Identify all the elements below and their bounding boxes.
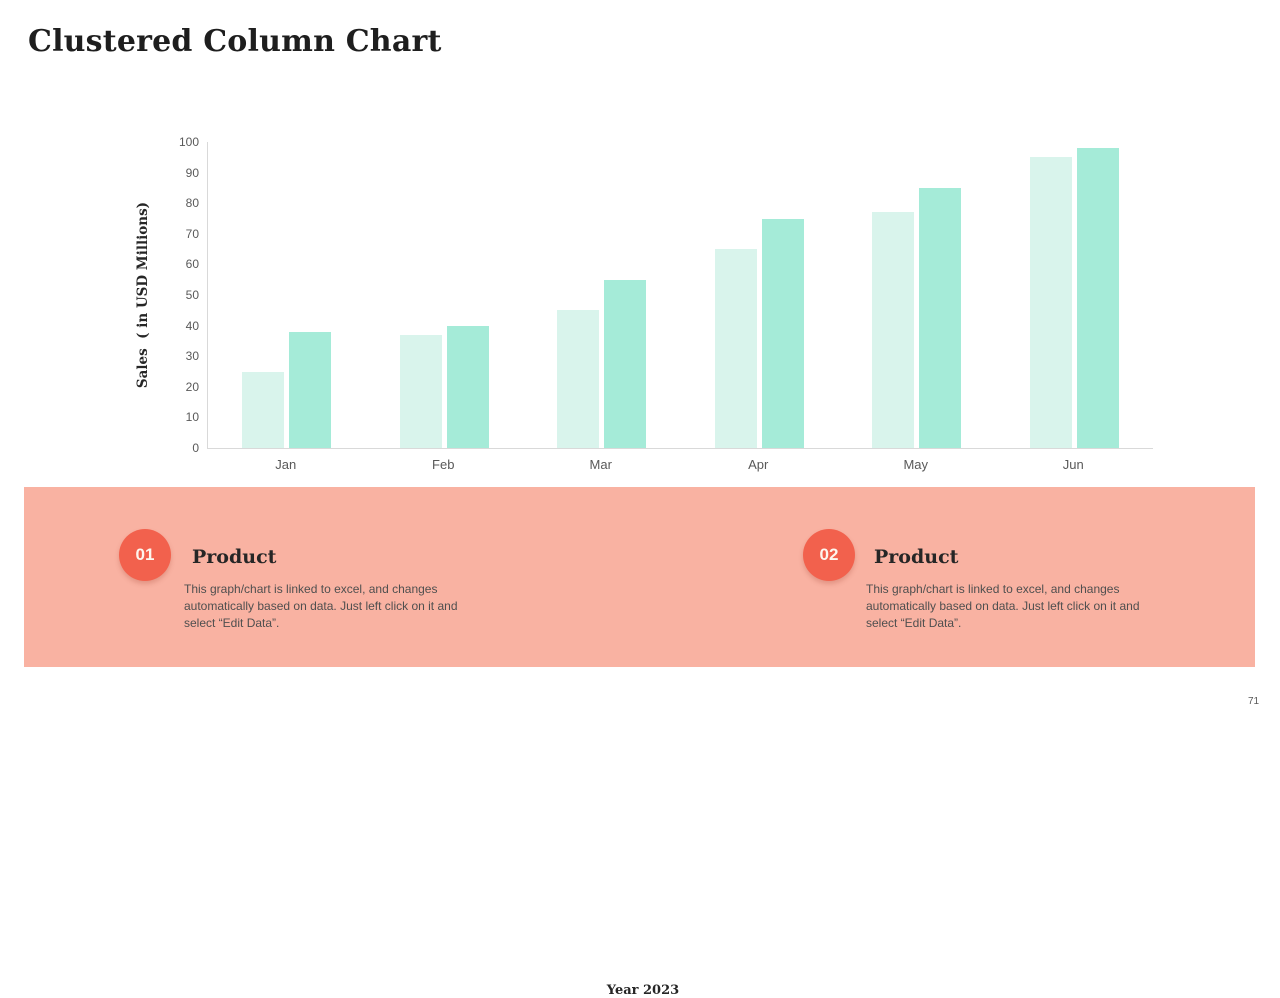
bar-product-02-jan[interactable] bbox=[289, 331, 332, 448]
bar-product-01-jun[interactable] bbox=[1029, 157, 1072, 448]
bar-group-apr bbox=[714, 142, 804, 448]
callout-2-body: This graph/chart is linked to excel, and… bbox=[866, 582, 1140, 630]
y-tick-label: 90 bbox=[185, 165, 199, 180]
bar-product-02-may[interactable] bbox=[919, 187, 962, 448]
bar-product-01-may[interactable] bbox=[872, 212, 915, 448]
x-tick-label-jun: Jun bbox=[1062, 457, 1084, 472]
y-tick-label: 50 bbox=[185, 288, 199, 302]
x-axis-category-labels: Jan Feb Mar Apr May Jun bbox=[207, 457, 1152, 477]
bar-product-01-jan[interactable] bbox=[242, 371, 285, 448]
y-tick-label: 10 bbox=[185, 410, 199, 425]
y-tick-label: 70 bbox=[185, 226, 199, 241]
bar-product-02-feb[interactable] bbox=[446, 325, 489, 448]
y-tick-label: 20 bbox=[185, 379, 199, 394]
x-tick-label-apr: Apr bbox=[748, 457, 769, 472]
callout-2-number-badge: 02 bbox=[803, 529, 855, 581]
callout-1-heading: Product bbox=[192, 546, 277, 568]
y-tick-label: 60 bbox=[185, 257, 199, 272]
bar-product-02-jun[interactable] bbox=[1076, 148, 1119, 448]
y-tick-label: 80 bbox=[185, 196, 199, 211]
bar-product-01-mar[interactable] bbox=[557, 310, 600, 448]
bar-group-may bbox=[872, 142, 962, 448]
bar-product-02-apr[interactable] bbox=[761, 218, 804, 448]
plot-area bbox=[207, 142, 1153, 449]
bar-group-mar bbox=[557, 142, 647, 448]
x-tick-label-jan: Jan bbox=[275, 457, 297, 472]
y-tick-label: 30 bbox=[185, 349, 199, 364]
bar-product-02-mar[interactable] bbox=[604, 279, 647, 448]
y-tick-label: 100 bbox=[178, 135, 199, 149]
x-tick-label-mar: Mar bbox=[589, 457, 612, 472]
bar-product-01-apr[interactable] bbox=[714, 249, 757, 448]
x-tick-label-feb: Feb bbox=[432, 457, 455, 472]
x-axis-title: Year 2023 bbox=[606, 983, 680, 998]
x-tick-label-may: May bbox=[903, 457, 929, 472]
callout-1-number-badge: 01 bbox=[119, 529, 171, 581]
callout-1-body: This graph/chart is linked to excel, and… bbox=[184, 582, 458, 630]
y-axis-tick-labels: 0 10 20 30 40 50 60 70 80 90 100 bbox=[150, 136, 203, 454]
bar-group-jun bbox=[1029, 142, 1119, 448]
y-tick-label: 0 bbox=[192, 441, 199, 455]
page-title: Clustered Column Chart bbox=[28, 24, 442, 59]
page-number: 71 bbox=[1248, 696, 1260, 707]
bar-group-feb bbox=[399, 142, 489, 448]
y-tick-label: 40 bbox=[185, 318, 199, 333]
clustered-column-chart[interactable]: Sales ( in USD Millions) 0 10 20 30 40 50 60 70… bbox=[0, 0, 1280, 487]
bar-group-jan bbox=[242, 142, 332, 448]
y-axis-title: Sales ( in USD Millions) bbox=[135, 201, 151, 389]
bar-product-01-feb[interactable] bbox=[399, 334, 442, 448]
bottom-panel: Year 2023 01 Product This graph/chart is… bbox=[24, 487, 1255, 998]
callout-2-heading: Product bbox=[874, 546, 959, 568]
